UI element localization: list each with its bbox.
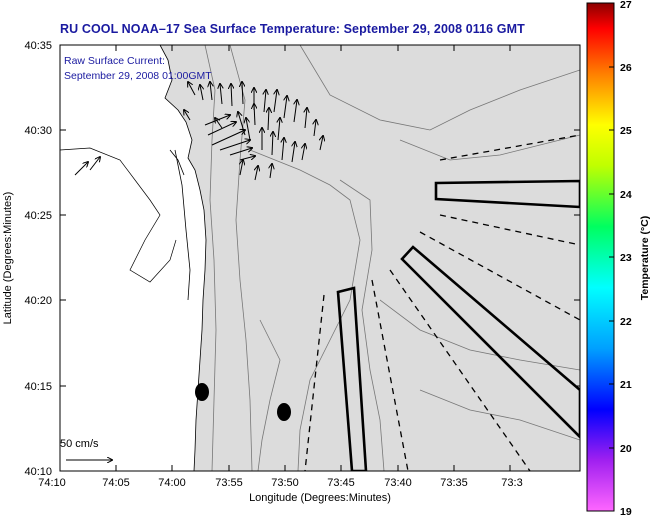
current-annotation-line1: Raw Surface Current: xyxy=(64,55,165,67)
x-tick-label: 73:35 xyxy=(440,477,468,489)
colorbar-label: Temperature (°C) xyxy=(639,216,651,301)
x-tick-label: 73:50 xyxy=(271,477,299,489)
map-title: RU COOL NOAA–17 Sea Surface Temperature:… xyxy=(60,22,525,36)
y-axis-label: Latitude (Degrees:Minutes) xyxy=(2,192,14,325)
y-tick-marks xyxy=(60,44,580,472)
y-tick-label: 40:15 xyxy=(24,381,52,393)
x-axis-label: Longitude (Degrees:Minutes) xyxy=(249,492,391,504)
x-tick-label: 73:40 xyxy=(384,477,412,489)
zone-south-bar xyxy=(336,286,368,471)
y-tick-label: 40:20 xyxy=(24,295,52,307)
restricted-zones xyxy=(336,179,580,471)
x-tick-label: 74:10 xyxy=(38,477,66,489)
site-marker-2 xyxy=(277,403,291,421)
site-marker-1 xyxy=(195,383,209,401)
colorbar-tick-label: 25 xyxy=(620,125,632,137)
plot-frame xyxy=(59,44,581,472)
current-annotation-line2: September 29, 2008 01:00GMT xyxy=(64,70,212,82)
x-tick-label: 73:45 xyxy=(327,477,355,489)
bay-shore xyxy=(60,147,177,283)
colorbar-tick-marks xyxy=(609,66,614,449)
current-vectors xyxy=(74,82,323,181)
x-tick-label: 73:3 xyxy=(501,477,522,489)
land-mass xyxy=(60,45,207,471)
dashed-zone-lines xyxy=(304,134,580,471)
colorbar-tick-label: 19 xyxy=(620,506,632,518)
scale-label: 50 cm/s xyxy=(60,438,99,450)
colorbar-tick-label: 26 xyxy=(620,62,632,74)
x-tick-label: 74:05 xyxy=(102,477,130,489)
x-tick-marks xyxy=(59,45,511,471)
x-tick-labels: 74:10 74:05 74:00 73:55 73:50 73:45 73:4… xyxy=(38,477,522,489)
colorbar-tick-label: 23 xyxy=(620,252,632,264)
zone-diagonal-bar xyxy=(400,245,580,439)
colorbar-tick-label: 21 xyxy=(620,379,632,391)
colorbar-tick-label: 22 xyxy=(620,316,632,328)
plot-area: 50 cm/s Raw Surface Current: September 2… xyxy=(60,45,580,471)
colorbar-tick-label: 24 xyxy=(620,189,632,201)
river-inlet xyxy=(169,149,191,301)
x-tick-label: 74:00 xyxy=(158,477,186,489)
y-tick-labels: 40:35 40:30 40:25 40:20 40:15 40:10 xyxy=(24,40,52,478)
colorbar-tick-labels: 27 26 25 24 23 22 21 20 19 xyxy=(620,0,632,518)
colorbar-tick-label: 20 xyxy=(620,443,632,455)
y-tick-label: 40:30 xyxy=(24,125,52,137)
x-tick-label: 73:55 xyxy=(215,477,243,489)
y-tick-label: 40:35 xyxy=(24,40,52,52)
zone-east-bar xyxy=(434,179,580,209)
y-tick-label: 40:25 xyxy=(24,210,52,222)
y-tick-label: 40:10 xyxy=(24,466,52,478)
bathymetry-contours xyxy=(204,45,580,471)
colorbar-tick-label: 27 xyxy=(620,0,632,11)
